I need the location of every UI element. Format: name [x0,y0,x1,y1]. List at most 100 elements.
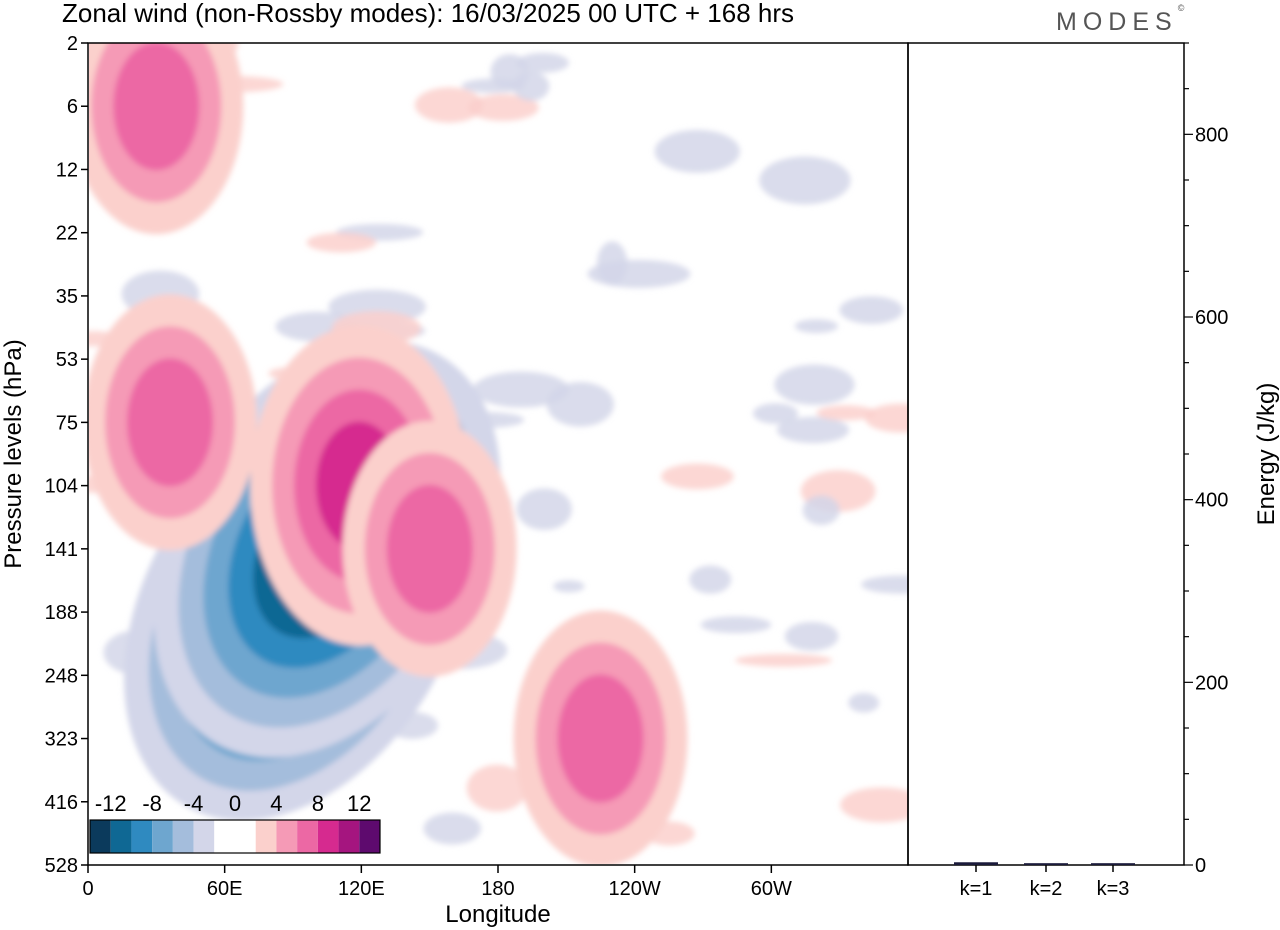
chart-title: Zonal wind (non-Rossby modes): 16/03/202… [62,0,794,28]
colorbar-swatch [338,820,360,853]
weak-anomaly [473,371,570,408]
weak-anomaly [759,156,851,205]
colorbar-swatch [131,820,153,853]
colorbar-swatch [214,820,235,853]
y-tick-label: 2 [67,33,78,55]
y-tick-label: 248 [45,665,78,687]
y-tick-label: 323 [45,729,78,751]
heatmap-field [89,43,908,864]
energy-bar [1024,863,1068,865]
modes-logo: MODES© [1056,3,1184,37]
colorbar-swatch [110,820,132,853]
weak-anomaly [784,621,839,651]
anomaly-contour [127,358,213,487]
y-tick-label: 53 [56,349,78,371]
colorbar-swatch [172,820,194,853]
weak-anomaly [466,764,528,812]
weak-anomaly [689,565,732,594]
energy-tick-label: 400 [1195,490,1228,512]
logo-mark: © [1177,2,1185,13]
weak-anomaly [816,405,876,421]
anomaly-contour [557,674,644,803]
colorbar-label: 0 [229,791,241,816]
weak-anomaly [840,787,908,823]
logo-text: MODES [1056,8,1178,36]
weak-anomaly [414,87,484,123]
colorbar-swatch [276,820,298,853]
weak-anomaly [467,94,539,121]
weak-anomaly [776,416,850,444]
weak-anomaly [661,463,734,490]
energy-bar-label: k=1 [960,878,993,900]
x-axis: 0 60E 120E 180 120W 60W [82,865,792,900]
y-tick-label: 528 [45,855,78,877]
weak-anomaly [774,364,855,405]
colorbar-frame [89,819,381,854]
x-axis-title: Longitude [445,901,550,928]
weak-anomaly [700,616,772,634]
colorbar-swatch [193,820,215,853]
energy-bar [1091,863,1135,865]
energy-bars: k=1 k=2 k=3 [954,862,1135,900]
energy-bar-label: k=2 [1030,878,1063,900]
weak-anomaly [306,232,377,253]
y-tick-label: 416 [45,792,78,814]
x-tick-label: 60E [207,878,243,900]
energy-tick-label: 200 [1195,672,1228,694]
energy-bar [954,862,998,865]
colorbar-swatch [90,820,111,853]
colorbar: -12 -8 -4 0 4 8 12 [89,791,381,854]
y-tick-label: 141 [45,539,78,561]
weak-anomaly [752,403,799,424]
weak-anomaly [864,403,908,433]
weak-anomaly [654,129,740,173]
colorbar-label: -12 [95,791,127,816]
x-tick-label: 60W [751,878,792,900]
weak-anomaly [848,692,880,713]
weak-anomaly [839,296,904,324]
weak-anomaly [423,812,482,845]
weak-anomaly [794,319,839,334]
x-tick-label: 180 [481,878,514,900]
weak-anomaly [802,495,840,525]
colorbar-label: 4 [270,791,282,816]
weak-anomaly [597,241,628,286]
weak-anomaly [553,580,585,593]
y-tick-label: 104 [45,476,78,498]
colorbar-label: -8 [142,791,162,816]
y-tick-label: 35 [56,286,78,308]
y-axis-title: Pressure levels (hPa) [0,339,27,568]
y-axis: 2 6 12 22 35 53 75 104 141 188 248 323 416 528 [45,33,88,877]
colorbar-swatch [297,820,318,853]
x-tick-label: 0 [82,878,93,900]
colorbar-label: 8 [312,791,324,816]
weak-anomaly [516,52,570,73]
energy-panel-frame [907,42,1185,866]
energy-axis: 0 200 400 600 800 [1184,42,1228,877]
colorbar-swatch [235,820,256,853]
energy-bar-label: k=3 [1097,878,1130,900]
colorbar-swatch [152,820,173,853]
colorbar-swatch [317,820,339,853]
colorbar-label: 12 [347,791,371,816]
y-tick-label: 188 [45,602,78,624]
energy-tick-label: 0 [1195,855,1206,877]
colorbar-swatch [255,820,277,853]
anomaly-contour [113,43,200,171]
colorbar-swatch [359,820,380,853]
energy-tick-label: 800 [1195,124,1228,146]
contour-group [89,43,908,864]
weak-anomaly [735,654,833,667]
energy-tick-label: 600 [1195,307,1228,329]
x-tick-label: 120E [338,878,385,900]
weak-anomaly [512,71,550,101]
y-tick-label: 75 [56,412,78,434]
y-tick-label: 12 [56,159,78,181]
weak-anomaly [861,575,908,594]
x-tick-label: 120W [609,878,661,900]
y-tick-label: 6 [67,96,78,118]
energy-axis-title: Energy (J/kg) [1253,383,1280,526]
y-tick-label: 22 [56,223,78,245]
anomaly-contour [386,484,473,613]
